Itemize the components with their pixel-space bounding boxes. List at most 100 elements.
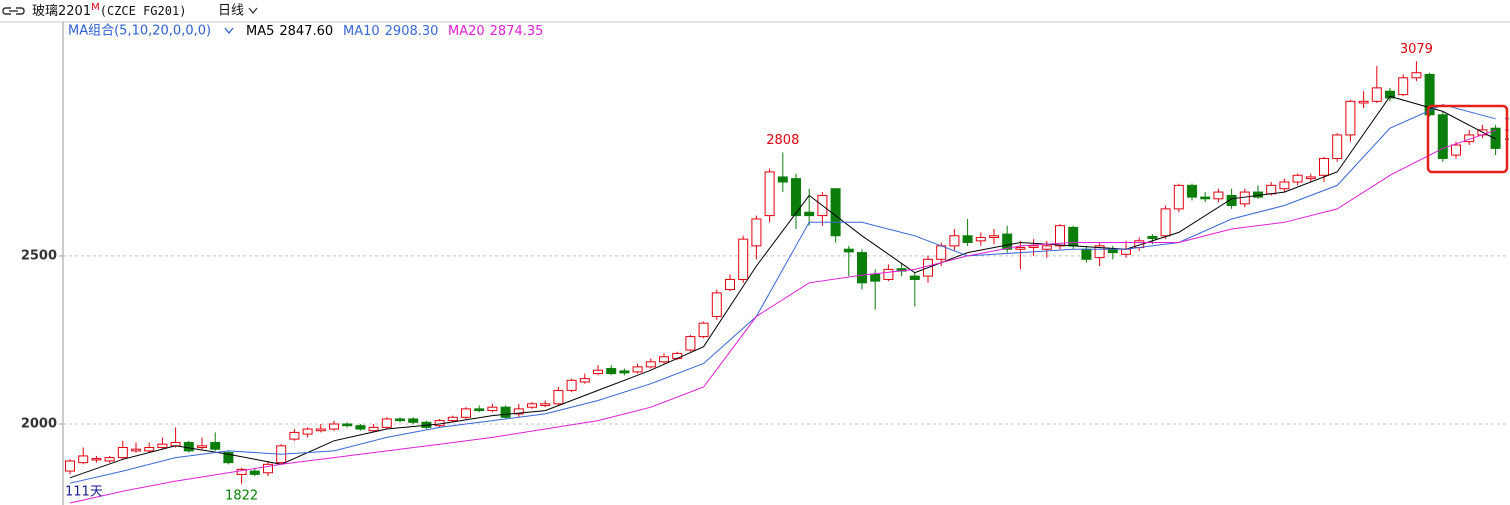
candle-body xyxy=(936,245,947,260)
candle-body xyxy=(975,236,986,242)
candle-body xyxy=(553,389,564,405)
candle-body xyxy=(593,369,603,375)
legend-name: MA20 xyxy=(448,24,485,39)
legend-entry: MA10 2908.30 xyxy=(343,24,438,39)
indicator-dropdown-arrow[interactable] xyxy=(224,27,234,35)
period-dropdown-arrow[interactable] xyxy=(248,7,258,15)
candle-body xyxy=(1187,184,1197,198)
candle-body xyxy=(1226,194,1237,207)
link-icon-right xyxy=(16,7,25,15)
candle-body xyxy=(183,441,194,452)
candle-body xyxy=(289,431,300,440)
candle-body xyxy=(527,403,537,408)
legend-value: 2874.35 xyxy=(490,24,544,39)
plot-area xyxy=(59,61,1509,504)
candle-body xyxy=(78,455,89,464)
candle-body xyxy=(1147,235,1158,239)
candle-body xyxy=(1411,72,1422,79)
candle-body xyxy=(1451,144,1461,156)
candle-body xyxy=(962,235,973,243)
candle-body xyxy=(1015,247,1026,250)
candle-body xyxy=(1266,184,1277,195)
candle-body xyxy=(857,252,867,284)
candle-body xyxy=(725,278,735,291)
indicator-selector[interactable]: MA组合(5,10,20,0,0,0) xyxy=(68,24,211,39)
candle-body xyxy=(672,352,683,359)
candle-body xyxy=(408,418,419,423)
candle-body xyxy=(144,447,155,452)
candle-body xyxy=(804,211,815,217)
candle-body xyxy=(368,426,379,432)
candle-body xyxy=(1041,245,1052,250)
candle-body xyxy=(698,322,709,338)
link-icon[interactable] xyxy=(2,7,25,15)
candle-body xyxy=(1055,225,1065,247)
candle-body xyxy=(1292,174,1303,183)
candle-body xyxy=(1081,248,1092,260)
candle-body xyxy=(791,178,801,217)
symbol: 玻璃2201 xyxy=(32,4,91,19)
candle-body xyxy=(315,428,326,432)
candle-body xyxy=(104,457,115,462)
candle-body xyxy=(210,441,221,450)
candle-body xyxy=(659,356,669,363)
candle-body xyxy=(157,443,168,449)
low-label: 1822 xyxy=(225,488,258,503)
candle-body xyxy=(302,428,313,435)
high-label: 3079 xyxy=(1400,42,1433,57)
candle-body xyxy=(249,470,260,475)
candle-body xyxy=(1002,233,1013,250)
candle-body xyxy=(870,273,881,282)
candle-body xyxy=(540,403,551,407)
candle-body xyxy=(619,370,630,374)
candle-body xyxy=(1160,208,1171,237)
candle-body xyxy=(685,336,696,351)
candle-body xyxy=(645,361,656,368)
candle-body xyxy=(883,268,894,280)
period-selector[interactable]: 日线 xyxy=(218,4,244,19)
candle-body xyxy=(579,378,590,383)
candle-body xyxy=(751,218,762,247)
candle-body xyxy=(1121,248,1131,255)
candle-body xyxy=(395,418,405,422)
candle-body xyxy=(342,423,353,427)
candle-body xyxy=(1028,245,1039,249)
candle-body xyxy=(1107,248,1118,254)
candle-body xyxy=(474,408,485,412)
high-label: 2808 xyxy=(766,133,799,148)
legend-entry: MA5 2847.60 xyxy=(246,24,333,39)
candle-body xyxy=(355,425,366,430)
candle-body xyxy=(1490,127,1501,149)
candle-body xyxy=(1398,77,1409,96)
candle-body xyxy=(1094,245,1105,259)
symbol-title: 玻璃2201M(CZCE FG201) xyxy=(32,2,186,19)
symbol-code: (CZCE FG201) xyxy=(100,4,187,18)
candle-body xyxy=(1200,196,1211,200)
candle-body xyxy=(513,408,524,415)
candle-body xyxy=(381,418,392,428)
candle-body xyxy=(65,460,75,472)
candle-body xyxy=(236,468,247,475)
candle-body xyxy=(632,366,643,373)
candle-body xyxy=(91,458,102,461)
candle-body xyxy=(1305,176,1316,180)
ma-line xyxy=(69,129,1496,504)
legend-name: MA5 xyxy=(246,24,274,39)
candle-body xyxy=(738,238,749,280)
candle-body xyxy=(909,275,920,280)
candle-body xyxy=(1213,191,1224,200)
candle-body xyxy=(447,416,458,422)
candle-body xyxy=(566,379,577,391)
candle-body xyxy=(329,423,339,430)
candle-body xyxy=(197,445,207,449)
candle-body xyxy=(1464,134,1475,143)
legend-value: 2908.30 xyxy=(385,24,439,39)
candle-body xyxy=(1358,100,1369,104)
candle-body xyxy=(777,176,788,183)
candle-body xyxy=(223,452,234,464)
link-icon-left xyxy=(2,7,11,15)
candle-body xyxy=(117,447,128,459)
candle-body xyxy=(1371,87,1382,102)
